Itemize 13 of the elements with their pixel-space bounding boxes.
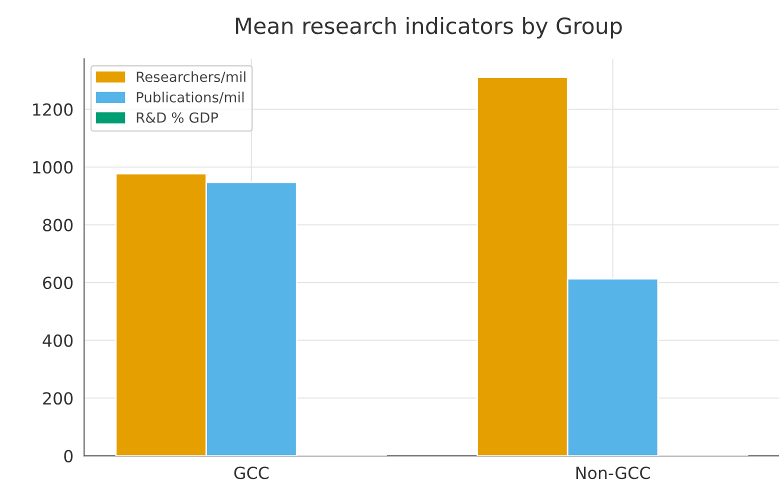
y-tick-label: 1000 [33,161,73,174]
x-tick-label: GCC [234,466,269,480]
y-tick-label: 200 [43,392,73,405]
y-tick-label: 800 [43,218,73,232]
legend-label: Publications/mil [136,92,244,104]
x-tick-label: Non-GCC [576,466,650,480]
y-tick-label: 400 [42,334,73,347]
y-tick-label: 600 [43,276,73,290]
chart-title: Mean research indicators by Group [236,17,622,39]
legend-label: R&D % GDP [136,112,218,123]
legend-label: Researchers/mil [136,71,246,84]
y-tick-label: 0 [64,450,73,462]
y-tick-label: 1200 [33,103,73,116]
